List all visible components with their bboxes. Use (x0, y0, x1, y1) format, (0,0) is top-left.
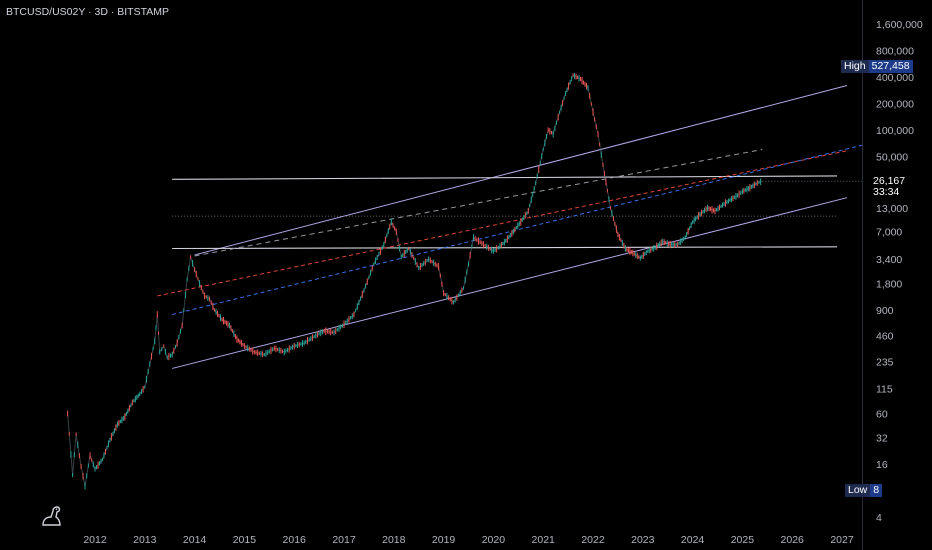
x-tick-label: 2024 (681, 534, 705, 546)
x-tick-label: 2021 (532, 534, 556, 546)
x-tick-label: 2018 (382, 534, 406, 546)
last-price-value: 26,167 (873, 175, 906, 187)
time-axis: 2012 2013 2014 2015 2016 2017 2018 2019 2020 2021… (83, 534, 854, 546)
y-tick-label: 115 (876, 384, 893, 396)
x-tick-label: 2025 (731, 534, 755, 546)
high-price-tag: High 527,458 (841, 60, 913, 73)
low-value: 8 (870, 484, 883, 497)
x-tick-label: 2020 (482, 534, 506, 546)
price-series-layer (67, 72, 763, 490)
y-tick-label: 1,800 (876, 279, 902, 291)
y-tick-label: 1,600,000 (876, 19, 923, 31)
x-tick-label: 2016 (283, 534, 307, 546)
y-tick-label: 4 (876, 512, 882, 524)
bar-countdown: 33:34 (873, 186, 900, 198)
x-tick-label: 2017 (332, 534, 356, 546)
price-axis-labels: 4 16 32 60 115 235 460 900 1,800 3,400 7,000 13,000… (876, 19, 923, 524)
low-label: Low (845, 484, 871, 497)
x-tick-label: 2026 (781, 534, 805, 546)
red-dashed-line (157, 150, 848, 297)
y-tick-label: 3,400 (876, 254, 902, 266)
y-tick-label: 235 (876, 356, 894, 368)
x-tick-label: 2019 (432, 534, 456, 546)
chart-annotation-layer (157, 85, 863, 369)
resistance-line (172, 175, 838, 180)
low-price-tag: Low 8 (845, 484, 883, 497)
y-tick-label: 100,000 (876, 125, 914, 137)
high-label: High (841, 60, 869, 73)
price-scale[interactable] (862, 0, 932, 550)
x-tick-label: 2012 (83, 534, 107, 546)
y-tick-label: 16 (876, 459, 888, 471)
last-price-label: 26,167 33:34 (873, 176, 905, 198)
x-tick-label: 2023 (631, 534, 655, 546)
lower-channel-line (172, 197, 848, 369)
upper-channel-line (194, 85, 848, 256)
support-line (172, 246, 838, 250)
y-tick-label: 13,000 (876, 203, 908, 215)
high-value: 527,458 (868, 60, 913, 73)
dino-logo-icon[interactable] (40, 505, 66, 527)
x-tick-label: 2022 (581, 534, 605, 546)
y-tick-label: 200,000 (876, 98, 914, 110)
y-tick-label: 400,000 (876, 72, 914, 84)
y-tick-label: 900 (876, 305, 894, 317)
x-tick-label: 2014 (183, 534, 207, 546)
y-tick-label: 60 (876, 409, 888, 421)
y-tick-label: 32 (876, 433, 888, 445)
y-tick-label: 460 (876, 331, 894, 343)
x-tick-label: 2013 (133, 534, 157, 546)
price-path (67, 74, 763, 487)
x-tick-label: 2015 (233, 534, 257, 546)
y-tick-label: 50,000 (876, 151, 908, 163)
grey-dashed-line (194, 148, 763, 257)
symbol-title[interactable]: BTCUSD/US02Y · 3D · BITSTAMP (6, 6, 169, 18)
x-tick-label: 2027 (830, 534, 854, 546)
y-tick-label: 7,000 (876, 227, 902, 239)
blue-dashed-line (172, 144, 863, 315)
y-tick-label: 800,000 (876, 45, 914, 57)
